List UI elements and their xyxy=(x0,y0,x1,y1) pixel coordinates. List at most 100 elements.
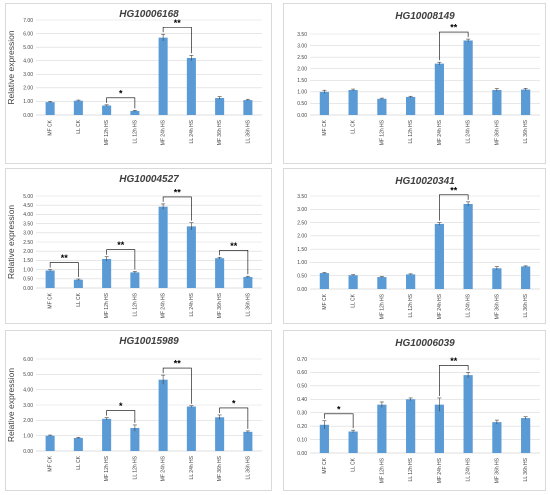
panel-border xyxy=(283,3,546,164)
significance-label: ** xyxy=(230,241,238,251)
chart-title: HG10006168 xyxy=(119,9,179,20)
y-axis-label: Relative expression xyxy=(6,205,16,279)
category-label: MF 24h HS xyxy=(161,292,167,318)
bar xyxy=(434,404,444,453)
bar xyxy=(521,89,531,115)
category-label: LL 12h HS xyxy=(408,293,414,317)
bar xyxy=(319,273,329,289)
category-label: MF 24h HS xyxy=(437,119,443,145)
y-tick-label: 0.40 xyxy=(297,397,307,403)
category-label: LL 24h HS xyxy=(466,293,472,317)
category-label: LL 36h HS xyxy=(523,457,529,481)
chart-title: HG10020341 xyxy=(395,176,455,187)
y-tick-label: 0.20 xyxy=(297,424,307,430)
bar xyxy=(130,110,140,115)
bar xyxy=(434,63,444,115)
category-label: MF 36h HS xyxy=(217,119,223,145)
significance-label: ** xyxy=(117,240,125,250)
panel-border xyxy=(5,330,272,491)
bar xyxy=(45,435,55,451)
category-label: LL 24h HS xyxy=(189,292,195,316)
bar xyxy=(348,431,358,453)
bar xyxy=(45,102,55,115)
significance-bracket xyxy=(162,196,192,221)
y-tick-label: 4.50 xyxy=(23,203,33,209)
significance-bracket xyxy=(439,365,469,396)
category-label: LL CK xyxy=(76,292,82,306)
bar xyxy=(158,37,168,116)
y-tick-label: 6.00 xyxy=(23,357,33,363)
y-tick-label: 4.00 xyxy=(23,387,33,393)
bar xyxy=(243,431,253,451)
y-tick-label: 1.00 xyxy=(23,99,33,105)
y-tick-label: 2.50 xyxy=(23,240,33,246)
category-label: LL 12h HS xyxy=(408,457,414,481)
panel-border xyxy=(283,168,546,324)
y-tick-label: 1.50 xyxy=(23,258,33,264)
category-label: LL 12h HS xyxy=(408,119,414,143)
y-tick-label: 0.00 xyxy=(23,113,33,119)
bar xyxy=(377,404,387,453)
category-label: MF CK xyxy=(322,457,328,473)
bar xyxy=(102,105,112,115)
y-tick-label: 0.50 xyxy=(297,274,307,280)
y-tick-label: 1.00 xyxy=(297,90,307,96)
category-label: MF 24h HS xyxy=(437,293,443,319)
significance-bracket xyxy=(106,97,136,109)
y-axis-label: Relative expression xyxy=(6,30,16,104)
category-label: LL 12h HS xyxy=(132,455,138,479)
bar xyxy=(73,437,83,451)
significance-bracket xyxy=(324,413,354,429)
bar xyxy=(215,258,225,288)
bar xyxy=(45,270,55,288)
y-tick-label: 3.00 xyxy=(23,231,33,237)
bar xyxy=(406,399,416,453)
bar xyxy=(186,406,196,451)
y-tick-label: 3.00 xyxy=(23,403,33,409)
y-tick-label: 0.00 xyxy=(297,113,307,119)
bar xyxy=(377,98,387,115)
y-tick-label: 3.50 xyxy=(23,221,33,227)
category-label: LL 36h HS xyxy=(245,119,251,143)
category-label: LL 12h HS xyxy=(132,119,138,143)
category-label: MF 12h HS xyxy=(104,455,110,481)
y-tick-label: 3.00 xyxy=(297,43,307,49)
y-tick-label: 0.60 xyxy=(297,370,307,376)
bar xyxy=(215,98,225,115)
y-tick-label: 0.10 xyxy=(297,437,307,443)
category-label: LL 36h HS xyxy=(245,455,251,479)
bar xyxy=(130,428,140,451)
significance-bracket xyxy=(49,262,79,277)
chart-title: HG10004527 xyxy=(119,174,179,185)
significance-label: * xyxy=(119,401,123,411)
y-axis-label: Relative expression xyxy=(6,368,16,442)
category-label: MF 12h HS xyxy=(379,119,385,145)
category-label: MF 12h HS xyxy=(104,292,110,318)
significance-label: * xyxy=(232,398,236,408)
significance-bracket xyxy=(439,31,469,61)
category-label: LL 36h HS xyxy=(523,293,529,317)
y-tick-label: 3.00 xyxy=(297,207,307,213)
y-tick-label: 2.00 xyxy=(23,418,33,424)
chart-title: HG10015989 xyxy=(119,336,179,347)
y-tick-label: 0.50 xyxy=(23,277,33,283)
chart-panel-1: 0.00 1.00 2.00 3.00 4.00 5.00 6.00 7.00 HG100061… xyxy=(5,3,272,164)
category-label: MF CK xyxy=(48,455,54,471)
category-label: LL 36h HS xyxy=(523,119,529,143)
bar xyxy=(434,223,444,289)
bar xyxy=(463,203,473,289)
category-label: MF CK xyxy=(322,293,328,309)
y-tick-label: 0.00 xyxy=(23,286,33,292)
chart-panel-4: 0.00 0.50 1.00 1.50 2.00 2.50 3.00 3.50 HG100203… xyxy=(283,168,546,324)
category-label: MF 36h HS xyxy=(494,293,500,319)
bar xyxy=(130,272,140,288)
y-tick-label: 5.00 xyxy=(23,372,33,378)
significance-label: ** xyxy=(61,253,69,263)
significance-label: ** xyxy=(450,356,458,366)
bar xyxy=(492,90,502,115)
y-tick-label: 3.50 xyxy=(297,194,307,200)
significance-bracket xyxy=(219,249,249,275)
category-label: MF 12h HS xyxy=(379,293,385,319)
category-label: MF 24h HS xyxy=(161,119,167,145)
